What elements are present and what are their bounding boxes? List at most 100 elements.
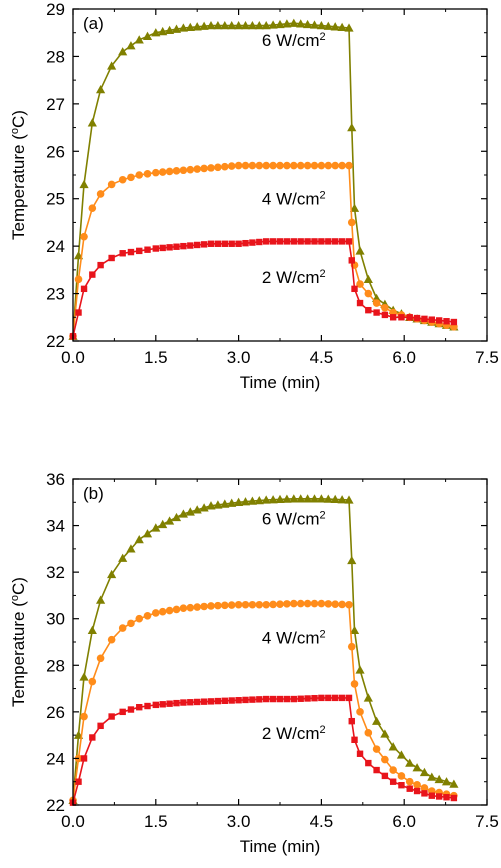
data-point — [152, 609, 160, 617]
data-point — [143, 612, 152, 620]
data-point — [158, 26, 168, 36]
data-point — [338, 161, 346, 170]
data-point — [380, 729, 390, 738]
data-point — [323, 494, 333, 503]
series-circle — [69, 161, 458, 341]
data-point — [373, 309, 380, 316]
data-point — [74, 275, 83, 284]
data-point — [318, 694, 325, 702]
data-point — [249, 696, 256, 703]
data-point — [356, 750, 364, 757]
data-point — [126, 41, 136, 50]
data-point — [261, 21, 271, 30]
data-point — [220, 21, 230, 30]
data-point — [349, 625, 360, 635]
data-point — [180, 699, 187, 706]
data-point — [242, 239, 249, 247]
data-point — [80, 755, 88, 762]
data-point — [127, 248, 135, 256]
data-point — [309, 20, 320, 29]
data-point — [290, 161, 298, 170]
data-point — [88, 204, 97, 212]
data-point — [261, 495, 271, 504]
data-point — [165, 606, 174, 615]
data-point — [107, 569, 117, 579]
data-point — [97, 261, 104, 269]
data-point — [269, 238, 277, 245]
data-point — [206, 501, 216, 510]
data-point — [296, 599, 305, 608]
data-point — [194, 241, 201, 249]
y-tick-label: 32 — [46, 563, 65, 582]
data-point — [428, 316, 435, 323]
data-point — [165, 25, 175, 35]
data-point — [166, 700, 173, 707]
data-point — [324, 161, 333, 170]
data-point — [316, 494, 326, 503]
data-point — [187, 242, 194, 249]
data-point — [221, 240, 228, 247]
data-point — [356, 299, 364, 307]
y-tick-label: 22 — [46, 796, 65, 815]
data-point — [220, 499, 230, 508]
y-tick-label: 26 — [46, 703, 65, 722]
data-point — [127, 706, 135, 713]
data-point — [289, 494, 299, 503]
data-point — [282, 19, 292, 28]
data-point — [345, 694, 353, 702]
data-point — [97, 722, 104, 730]
data-point — [206, 21, 216, 30]
data-point — [107, 635, 116, 644]
data-point — [345, 161, 353, 170]
data-point — [275, 19, 285, 29]
data-point — [207, 602, 215, 610]
data-point — [228, 697, 235, 704]
data-point — [345, 238, 353, 245]
data-point — [297, 695, 304, 702]
data-point — [283, 238, 291, 245]
data-point — [413, 787, 421, 795]
data-point — [118, 47, 128, 56]
data-point — [338, 238, 346, 245]
data-point — [152, 245, 159, 252]
y-tick-label: 28 — [46, 47, 65, 66]
data-point — [304, 695, 311, 702]
data-point — [389, 778, 397, 785]
series-label: 6 W/cm2 — [262, 31, 326, 50]
data-point — [214, 601, 222, 610]
data-point — [107, 180, 116, 189]
data-point — [263, 695, 270, 703]
data-point — [396, 750, 407, 759]
data-point — [276, 695, 284, 703]
data-point — [323, 21, 333, 30]
data-point — [331, 600, 340, 608]
data-point — [118, 624, 127, 632]
data-point — [347, 122, 357, 132]
data-point — [96, 190, 105, 198]
x-tick-label: 6.0 — [392, 348, 416, 367]
data-point — [337, 495, 347, 504]
y-tick-label: 36 — [46, 470, 65, 489]
data-point — [171, 24, 182, 33]
data-point — [381, 755, 389, 764]
data-point — [303, 19, 313, 29]
data-point — [388, 742, 398, 751]
panel-label: (b) — [83, 484, 104, 503]
data-point — [254, 21, 264, 30]
data-point — [89, 271, 96, 278]
data-point — [186, 165, 195, 174]
data-point — [89, 734, 96, 741]
data-point — [242, 696, 249, 704]
data-point — [296, 494, 306, 503]
data-point — [310, 161, 319, 170]
data-point — [159, 244, 166, 252]
data-point — [241, 600, 250, 609]
data-point — [363, 274, 373, 284]
data-point — [247, 496, 257, 505]
data-point — [227, 498, 237, 507]
data-point — [435, 317, 443, 324]
data-point — [179, 166, 188, 175]
data-point — [165, 167, 174, 176]
data-point — [119, 250, 126, 257]
x-tick-label: 4.5 — [310, 348, 334, 367]
